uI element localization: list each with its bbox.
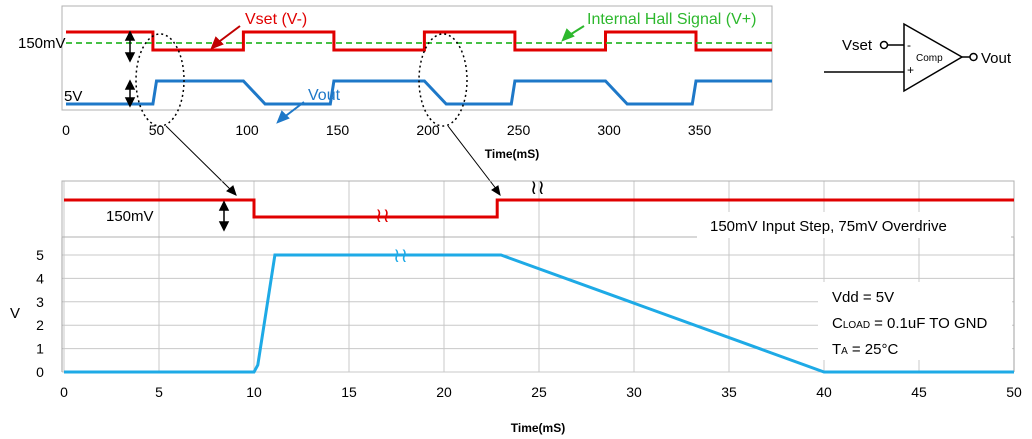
bottom-x-tick-40: 40: [816, 384, 832, 400]
top-150mv-arrow: [124, 30, 136, 63]
vdd-note: Vdd = 5V: [832, 289, 894, 306]
top-x-tick-150: 150: [326, 122, 350, 138]
step-note: 150mV Input Step, 75mV Overdrive: [710, 218, 947, 235]
bottom-x-tick-15: 15: [341, 384, 357, 400]
top-x-axis-label: Time(mS): [485, 147, 539, 161]
bottom-x-tick-45: 45: [911, 384, 927, 400]
comparator-label: Comp: [916, 53, 943, 64]
bottom-marks: [64, 198, 1014, 374]
comparator-triangle: [903, 22, 964, 93]
y-axis-label: V: [10, 305, 20, 322]
vout-break-mark: ≀≀: [393, 245, 408, 267]
bottom-150mv-arrow: [218, 200, 230, 232]
vset-strip-frame: [61, 180, 1015, 238]
top-x-tick-labels: 0 50 100 150 200 250 300 350: [62, 122, 711, 138]
vset-pointer-arrow: [210, 25, 241, 50]
top-5v-label: 5V: [64, 88, 82, 105]
top-series-vset-v: [66, 30, 772, 52]
cload-note: CLOAD = 0.1uF TO GND: [832, 315, 987, 332]
bottom-y-tick-4: 4: [36, 270, 44, 286]
ta-note: TA = 25°C: [832, 341, 898, 358]
minus-sign: -: [907, 38, 911, 52]
top-series-vout: [66, 79, 772, 106]
plus-sign: +: [907, 63, 914, 77]
bottom-x-tick-35: 35: [721, 384, 737, 400]
bottom-150mv-label: 150mV: [106, 208, 154, 225]
top-x-tick-0: 0: [62, 122, 70, 138]
zoom-ellipse-50ms: [135, 33, 185, 127]
hall-pointer-arrow: [561, 25, 585, 42]
top-marks: [66, 30, 772, 106]
top-5v-arrow: [124, 79, 136, 108]
zoom-ellipse-200ms: [418, 33, 468, 127]
bottom-y-tick-3: 3: [36, 294, 44, 310]
top-x-tick-300: 300: [597, 122, 621, 138]
bottom-x-tick-30: 30: [626, 384, 642, 400]
top-x-tick-200: 200: [416, 122, 440, 138]
top-x-tick-100: 100: [235, 122, 259, 138]
top-plot-frame: [61, 5, 773, 111]
conditions-box: [818, 282, 1012, 360]
vout-pointer-arrow: [276, 101, 305, 124]
top-150mv-label: 150mV: [18, 35, 66, 52]
input-terminal: [879, 40, 889, 50]
bottom-x-tick-0: 0: [60, 384, 68, 400]
top-x-tick-350: 350: [688, 122, 712, 138]
top-x-tick-250: 250: [507, 122, 531, 138]
bottom-x-tick-20: 20: [436, 384, 452, 400]
top-x-tick-50: 50: [149, 122, 165, 138]
bottom-x-tick-10: 10: [246, 384, 262, 400]
vout-series-label: Vout: [308, 87, 341, 104]
top-chart: 0 50 100 150 200 250 300 350 Time(mS) 150mV 5V …: [18, 5, 773, 161]
step-note-box: [697, 212, 1011, 238]
vset-series-label: Vset (V-): [245, 11, 307, 28]
output-terminal: [969, 52, 978, 62]
top-break-mark: ≀≀: [530, 177, 545, 199]
zoom-connector-arrows: [165, 125, 501, 197]
bottom-y-tick-5: 5: [36, 247, 44, 263]
bottom-y-tick-labels: 0 1 2 3 4 5: [36, 247, 44, 380]
bottom-x-axis-label: Time(mS): [511, 421, 565, 435]
bottom-y-tick-1: 1: [36, 341, 44, 357]
hall-series-label: Internal Hall Signal (V+): [587, 11, 756, 28]
bottom-x-tick-labels: 0 5 10 15 20 25 30 35 40 45 50: [60, 384, 1022, 400]
bottom-series-vout: [64, 253, 1014, 374]
bottom-y-tick-0: 0: [36, 364, 44, 380]
comparator-schematic: Vset - + Comp Vout: [824, 22, 1012, 93]
bottom-x-tick-25: 25: [531, 384, 547, 400]
schematic-input-label: Vset: [842, 37, 873, 54]
schematic-output-label: Vout: [981, 50, 1012, 67]
bottom-y-tick-2: 2: [36, 317, 44, 333]
bottom-series-vset: [64, 198, 1014, 219]
bottom-x-tick-50: 50: [1006, 384, 1022, 400]
vset-break-mark: ≀≀: [375, 205, 390, 227]
bottom-x-tick-5: 5: [155, 384, 163, 400]
